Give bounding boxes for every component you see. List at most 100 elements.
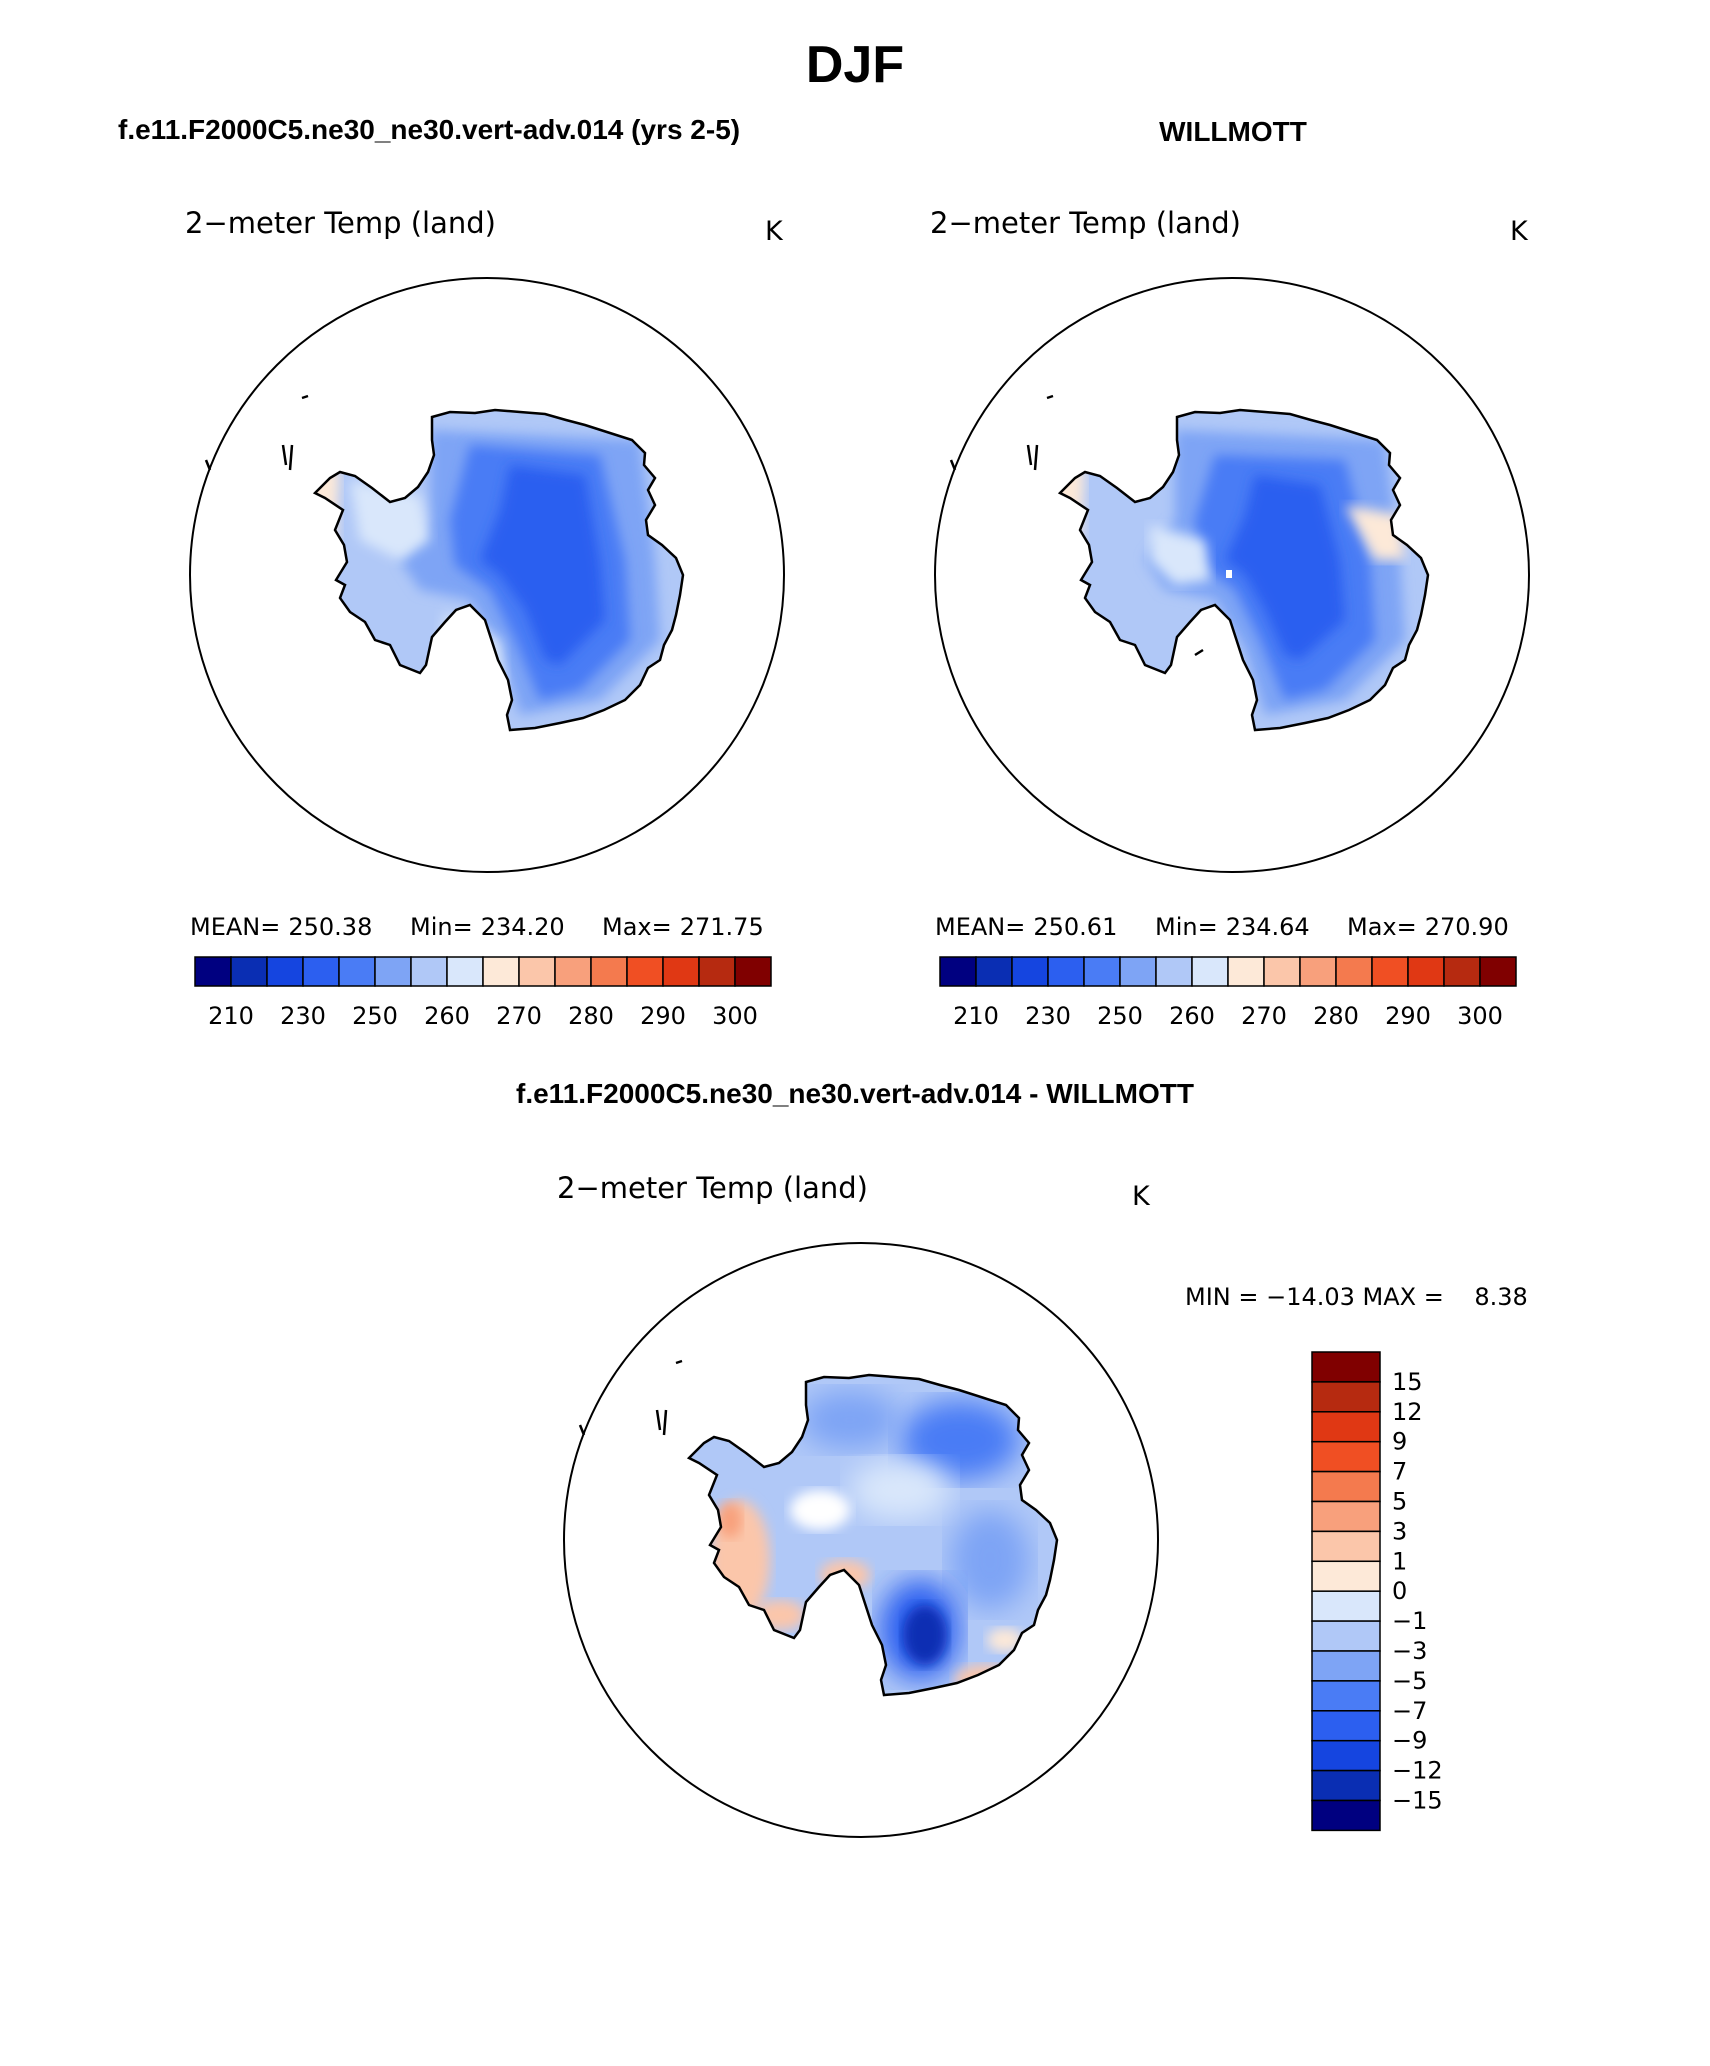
left-panel-title: f.e11.F2000C5.ne30_ne30.vert-adv.014 (yr… [118,114,740,145]
right-panel: 2−meter Temp (land) K MEAN= 250.61 Min= 23… [930,206,1530,1030]
right-colorbar-label-1: 230 [1025,1002,1071,1030]
right-colorbar-box-1 [975,956,1013,987]
right-colorbar-label-2: 250 [1097,1002,1143,1030]
left-colorbar-label-2: 250 [352,1002,398,1030]
diff-colorbar-label-13: −12 [1392,1757,1443,1785]
diff-colorbar-box-12 [1311,1710,1381,1742]
right-colorbar-box-11 [1335,956,1373,987]
diff-islands [578,1359,683,1436]
left-colorbar-box-15 [734,956,772,987]
left-colorbar-label-7: 300 [712,1002,758,1030]
diff-colorbar-box-1 [1311,1381,1381,1413]
diff-panel: 2−meter Temp (land) K MIN = −14.03 MAX =… [557,1171,1528,1838]
left-colorbar-box-13 [662,956,700,987]
left-variable-label: 2−meter Temp (land) [185,206,496,240]
diff-colorbar-box-15 [1311,1799,1381,1832]
left-colorbar [194,956,772,987]
right-colorbar-box-10 [1299,956,1337,987]
left-colorbar-label-4: 270 [496,1002,542,1030]
diff-colorbar-label-4: 5 [1392,1488,1407,1516]
left-colorbar-box-9 [518,956,556,987]
diff-colorbar-box-3 [1311,1440,1381,1473]
right-colorbar-box-15 [1479,956,1517,987]
diff-colorbar-label-14: −15 [1392,1787,1443,1815]
right-colorbar [939,956,1517,987]
left-colorbar-box-3 [302,956,340,987]
diff-colorbar-label-11: −7 [1392,1697,1427,1725]
right-colorbar-box-8 [1227,956,1265,987]
diff-colorbar-label-7: 0 [1392,1577,1407,1605]
left-colorbar-label-3: 260 [424,1002,470,1030]
left-colorbar-box-5 [374,956,412,987]
diff-colorbar-box-0 [1311,1351,1381,1383]
right-variable-label: 2−meter Temp (land) [930,206,1241,240]
left-stats-min: Min= 234.20 [410,913,565,941]
right-coastline [1057,408,1430,732]
left-colorbar-label-1: 230 [280,1002,326,1030]
right-colorbar-label-7: 300 [1457,1002,1503,1030]
diff-colorbar-label-0: 15 [1392,1368,1423,1396]
diff-colorbar-label-1: 12 [1392,1398,1423,1426]
left-colorbar-box-12 [626,956,664,987]
diff-colorbar [1311,1351,1381,1832]
left-colorbar-box-11 [590,956,628,987]
season-title: DJF [806,36,904,94]
right-colorbar-labels: 210 230 250 260 270 280 290 300 [953,1002,1503,1030]
diff-units-label: K [1132,1181,1151,1212]
left-colorbar-box-8 [482,956,520,987]
right-colorbar-box-14 [1443,956,1481,987]
diff-colorbar-box-8 [1311,1590,1381,1622]
diff-colorbar-box-11 [1311,1680,1381,1712]
right-colorbar-box-7 [1191,956,1229,987]
right-colorbar-label-4: 270 [1241,1002,1287,1030]
left-islands [204,394,309,471]
right-stats-min: Min= 234.64 [1155,913,1310,941]
right-colorbar-label-5: 280 [1313,1002,1359,1030]
left-colorbar-box-7 [446,956,484,987]
diff-colorbar-box-6 [1311,1530,1381,1563]
left-units-label: K [765,216,784,247]
left-colorbar-box-2 [266,956,304,987]
right-stats-mean: MEAN= 250.61 [935,913,1117,941]
right-colorbar-box-3 [1047,956,1085,987]
right-colorbar-box-0 [939,956,977,987]
diff-colorbar-box-4 [1311,1470,1381,1503]
right-colorbar-label-6: 290 [1385,1002,1431,1030]
left-colorbar-box-14 [698,956,736,987]
right-colorbar-box-6 [1155,956,1193,987]
diff-colorbar-label-9: −3 [1392,1637,1427,1665]
right-colorbar-label-0: 210 [953,1002,999,1030]
diff-colorbar-label-6: 1 [1392,1547,1407,1575]
left-colorbar-box-1 [230,956,268,987]
diff-min-max: MIN = −14.03 MAX = 8.38 [1185,1283,1528,1311]
right-colorbar-label-3: 260 [1169,1002,1215,1030]
diff-colorbar-box-13 [1311,1739,1381,1772]
left-coastline [312,408,685,732]
left-colorbar-labels: 210 230 250 260 270 280 290 300 [208,1002,758,1030]
right-colorbar-box-4 [1083,956,1121,987]
diff-variable-label: 2−meter Temp (land) [557,1171,868,1205]
right-islands [949,394,1204,657]
diff-colorbar-box-5 [1311,1500,1381,1533]
left-colorbar-box-0 [194,956,232,987]
right-stats-max: Max= 270.90 [1347,913,1509,941]
diff-colorbar-label-8: −1 [1392,1607,1427,1635]
left-panel: 2−meter Temp (land) K MEAN= 250.38 Min= 23… [185,206,785,1030]
right-colorbar-box-12 [1371,956,1409,987]
right-colorbar-box-13 [1407,956,1445,987]
diff-colorbar-box-7 [1311,1560,1381,1592]
diff-colorbar-box-10 [1311,1650,1381,1682]
left-colorbar-box-4 [338,956,376,987]
left-colorbar-label-0: 210 [208,1002,254,1030]
diff-coastline [686,1373,1059,1697]
diff-colorbar-box-2 [1311,1411,1381,1443]
diff-panel-title: f.e11.F2000C5.ne30_ne30.vert-adv.014 - W… [516,1078,1194,1109]
diff-colorbar-box-9 [1311,1620,1381,1652]
left-colorbar-box-10 [554,956,592,987]
right-colorbar-box-2 [1011,956,1049,987]
right-units-label: K [1510,216,1529,247]
diff-colorbar-label-10: −5 [1392,1667,1427,1695]
left-stats-max: Max= 271.75 [602,913,764,941]
right-panel-title: WILLMOTT [1159,116,1307,147]
